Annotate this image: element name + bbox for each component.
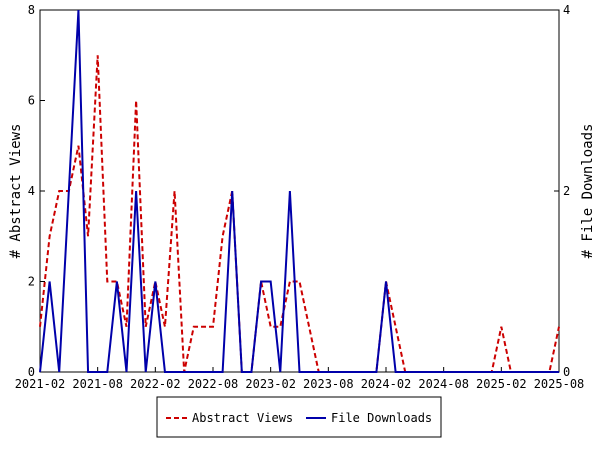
y-left-tick-label: 2 bbox=[28, 275, 35, 289]
x-tick-label: 2023-08 bbox=[303, 377, 354, 391]
legend-label-file-downloads: File Downloads bbox=[331, 411, 432, 425]
y-left-tick-label: 8 bbox=[28, 3, 35, 17]
x-tick-label: 2021-02 bbox=[15, 377, 66, 391]
x-tick-label: 2022-08 bbox=[188, 377, 239, 391]
y-right-tick-label: 2 bbox=[563, 184, 570, 198]
series-layer bbox=[39, 9, 560, 373]
x-axis: 2021-02 2021-08 2022-02 2022-08 2023-02 2023-… bbox=[15, 367, 585, 391]
legend-box bbox=[156, 396, 442, 438]
y-left-tick-label: 0 bbox=[28, 365, 35, 379]
y-right-tick-label: 0 bbox=[563, 365, 570, 379]
x-tick-label: 2021-08 bbox=[72, 377, 123, 391]
x-tick-label: 2024-08 bbox=[418, 377, 469, 391]
plot-area bbox=[39, 9, 560, 373]
legend: Abstract Views File Downloads bbox=[156, 396, 442, 438]
y-left-tick-label: 4 bbox=[28, 184, 35, 198]
y-right-axis-label: # File Downloads bbox=[580, 124, 596, 259]
legend-label-abstract-views: Abstract Views bbox=[192, 411, 293, 425]
x-tick-label: 2025-02 bbox=[476, 377, 527, 391]
x-tick-label: 2023-02 bbox=[245, 377, 296, 391]
y-left-tick-label: 6 bbox=[28, 94, 35, 108]
x-tick-label: 2022-02 bbox=[130, 377, 181, 391]
y-left-axis-label: # Abstract Views bbox=[8, 124, 24, 259]
y-left-axis: 0 2 4 6 8 bbox=[28, 3, 45, 379]
series-line-file-downloads bbox=[39, 9, 559, 373]
x-tick-label: 2025-08 bbox=[534, 377, 585, 391]
y-right-tick-label: 4 bbox=[563, 3, 570, 17]
series-line-abstract-views bbox=[39, 55, 560, 373]
x-tick-label: 2024-02 bbox=[361, 377, 412, 391]
